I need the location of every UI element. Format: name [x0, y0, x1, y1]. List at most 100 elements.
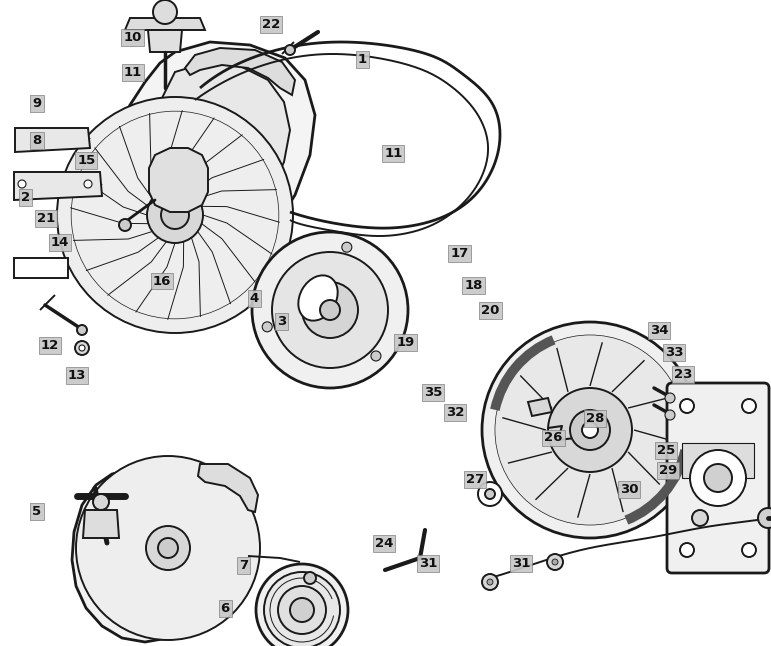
Text: 15: 15: [77, 154, 96, 167]
Text: 30: 30: [620, 483, 638, 496]
Circle shape: [304, 572, 316, 584]
Text: 11: 11: [384, 147, 402, 160]
Text: 4: 4: [250, 292, 259, 305]
Circle shape: [680, 399, 694, 413]
Text: 9: 9: [32, 97, 42, 110]
Text: 22: 22: [262, 18, 281, 31]
Circle shape: [758, 508, 771, 528]
Text: 31: 31: [512, 557, 530, 570]
Text: 24: 24: [375, 537, 393, 550]
Circle shape: [272, 252, 388, 368]
Text: 11: 11: [123, 66, 142, 79]
Circle shape: [704, 464, 732, 492]
Text: 34: 34: [650, 324, 668, 337]
Text: 31: 31: [419, 557, 437, 570]
Polygon shape: [72, 42, 315, 315]
Text: 32: 32: [446, 406, 464, 419]
Circle shape: [552, 559, 558, 565]
Circle shape: [93, 494, 109, 510]
Text: 21: 21: [37, 212, 56, 225]
Text: 35: 35: [424, 386, 443, 399]
Text: 14: 14: [51, 236, 69, 249]
Text: 5: 5: [32, 505, 42, 518]
Circle shape: [158, 538, 178, 558]
FancyBboxPatch shape: [667, 383, 769, 573]
Text: 17: 17: [450, 247, 469, 260]
Text: 18: 18: [464, 279, 483, 292]
Circle shape: [264, 572, 340, 646]
Polygon shape: [102, 63, 290, 283]
Polygon shape: [14, 258, 68, 278]
Text: 19: 19: [396, 336, 415, 349]
Circle shape: [278, 586, 326, 634]
Text: 23: 23: [674, 368, 692, 381]
Text: 29: 29: [658, 464, 677, 477]
Text: 1: 1: [358, 53, 367, 66]
Ellipse shape: [298, 275, 338, 320]
Text: 10: 10: [123, 31, 142, 44]
Circle shape: [285, 45, 295, 55]
Circle shape: [262, 322, 272, 332]
Circle shape: [692, 510, 708, 526]
Circle shape: [342, 242, 352, 252]
Polygon shape: [14, 172, 102, 200]
Polygon shape: [149, 148, 208, 212]
Text: 27: 27: [466, 473, 484, 486]
Text: 13: 13: [68, 370, 86, 382]
Text: 26: 26: [544, 432, 563, 444]
Circle shape: [18, 180, 26, 188]
Circle shape: [153, 0, 177, 24]
Text: 33: 33: [665, 346, 683, 359]
Text: 7: 7: [239, 559, 248, 572]
Polygon shape: [72, 462, 254, 642]
Text: 28: 28: [586, 412, 604, 425]
Polygon shape: [15, 128, 90, 152]
Circle shape: [680, 543, 694, 557]
Circle shape: [665, 393, 675, 403]
Circle shape: [487, 579, 493, 585]
Circle shape: [485, 489, 495, 499]
Circle shape: [320, 300, 340, 320]
Circle shape: [290, 598, 314, 622]
Text: 16: 16: [153, 275, 171, 287]
Circle shape: [665, 410, 675, 420]
Circle shape: [547, 554, 563, 570]
Circle shape: [84, 180, 92, 188]
Text: 2: 2: [21, 191, 30, 203]
Circle shape: [161, 201, 189, 229]
Circle shape: [582, 422, 598, 438]
Circle shape: [147, 187, 203, 243]
Text: 6: 6: [221, 602, 230, 615]
Circle shape: [742, 399, 756, 413]
Circle shape: [548, 388, 632, 472]
Circle shape: [57, 97, 293, 333]
Circle shape: [76, 456, 260, 640]
Circle shape: [690, 450, 746, 506]
Text: 3: 3: [277, 315, 286, 328]
Polygon shape: [83, 510, 119, 538]
Polygon shape: [125, 18, 205, 30]
Text: 25: 25: [657, 444, 675, 457]
Circle shape: [302, 282, 358, 338]
Circle shape: [146, 526, 190, 570]
Circle shape: [256, 564, 348, 646]
Circle shape: [75, 341, 89, 355]
Circle shape: [482, 574, 498, 590]
Circle shape: [79, 345, 85, 351]
Circle shape: [482, 322, 698, 538]
Circle shape: [77, 325, 87, 335]
Polygon shape: [198, 464, 258, 512]
Polygon shape: [185, 48, 295, 95]
Bar: [682, 443, 754, 478]
Circle shape: [495, 335, 685, 525]
Text: 12: 12: [41, 339, 59, 352]
Circle shape: [119, 219, 131, 231]
Polygon shape: [94, 480, 232, 610]
Circle shape: [570, 410, 610, 450]
Circle shape: [252, 232, 408, 388]
Text: 8: 8: [32, 134, 42, 147]
Circle shape: [371, 351, 381, 361]
Text: 20: 20: [481, 304, 500, 317]
Polygon shape: [148, 30, 182, 52]
Circle shape: [742, 543, 756, 557]
